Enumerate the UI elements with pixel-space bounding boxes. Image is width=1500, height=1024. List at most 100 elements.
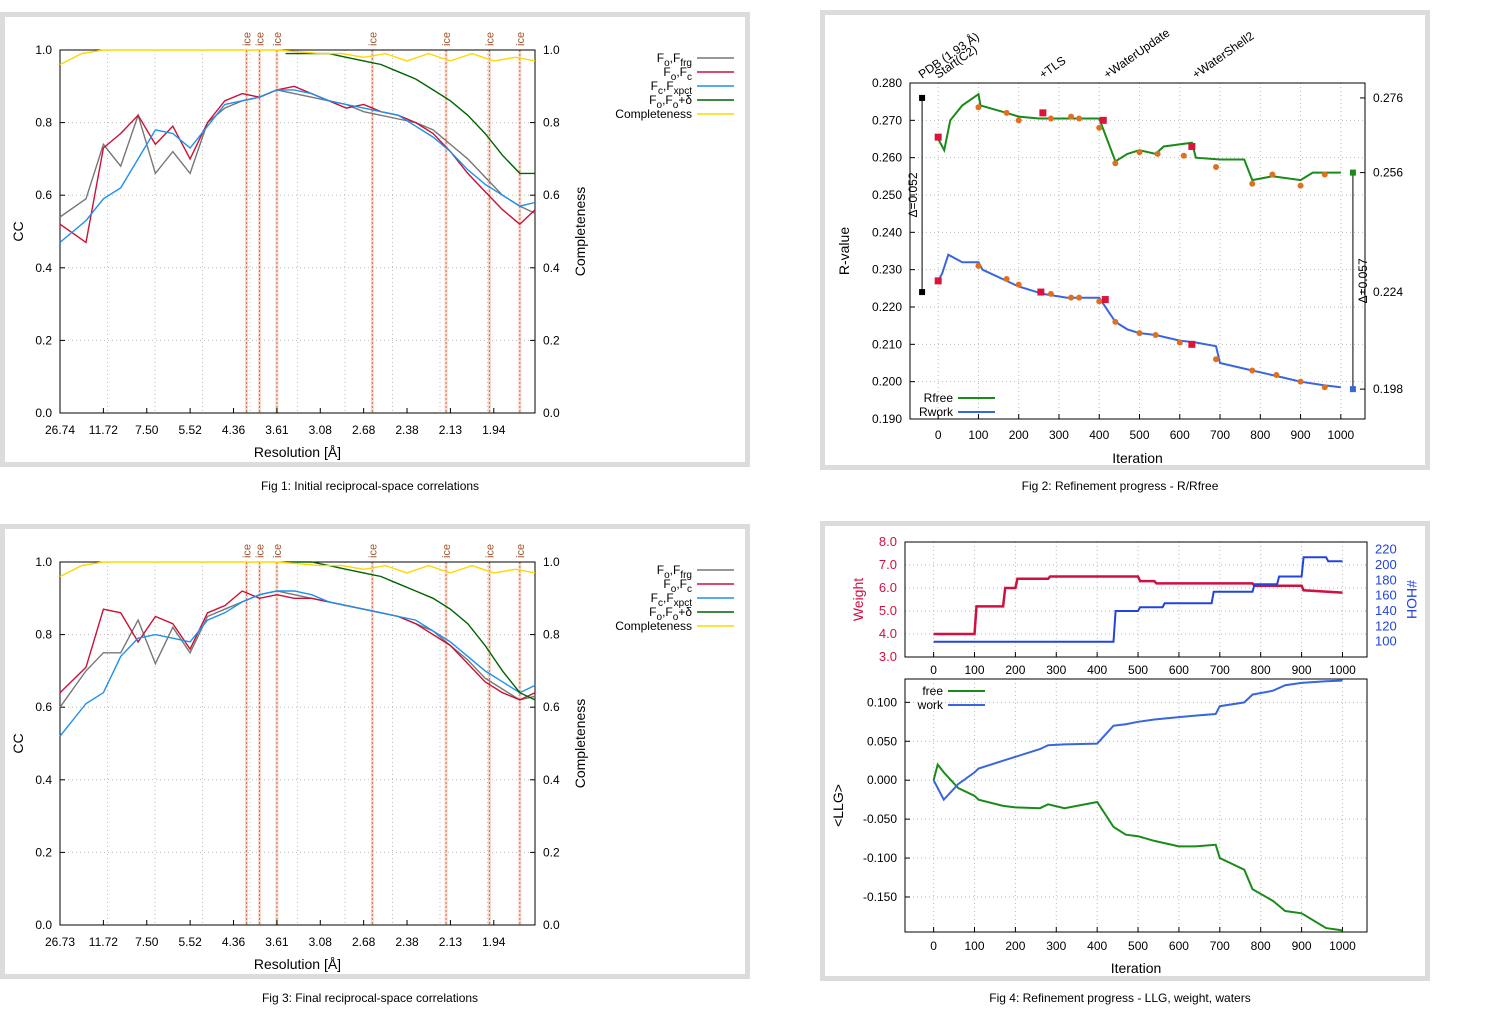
y-tick-label: 0.220 [872,300,902,314]
series-line [285,561,536,701]
x-tick-label: 1000 [1329,939,1356,953]
iteration-point [1068,113,1075,120]
iteration-point [1003,109,1010,116]
y2-tick-label: 1.0 [543,555,560,569]
legend-entry-label: Completeness [615,107,692,121]
x-tick-label: 400 [1087,939,1107,953]
series-line [937,92,1341,182]
y2-tick-label: 0.8 [543,628,560,642]
macro-cycle-marker [1188,142,1196,150]
legend-entry-label: Rfree [924,391,954,405]
legend-entry-label: Fo,Fo+δ [649,93,692,111]
x-tick-label: 800 [1250,428,1270,442]
x-axis-label: Iteration [1112,450,1163,465]
y-tick-label: -0.150 [863,890,897,904]
iteration-point [1015,117,1022,124]
iteration-point [1297,182,1304,189]
plot-frame [904,541,1368,658]
y2-tick-label: 1.0 [543,43,560,57]
y-tick-label: 0.200 [872,375,902,389]
y-tick-label: 0.0 [35,918,52,932]
pdb-rfree-marker [919,94,926,101]
iteration-point [1015,281,1022,288]
legend-entry-label: Fo,Fo+δ [649,605,692,623]
x-tick-label: 500 [1129,428,1149,442]
x-tick-label: 900 [1291,428,1311,442]
annotation-label: +TLS [1037,53,1069,81]
x-tick-label: 600 [1170,428,1190,442]
y-tick-label: 0.050 [867,734,897,748]
delta-label-right: Δ=0.057 [1356,258,1370,303]
x-tick-label: 2.68 [352,935,376,949]
hoh-tick-label: 220 [1375,542,1397,557]
iteration-point [1213,164,1220,170]
y-tick-label: 0.2 [35,845,52,859]
legend-entry-label: Fo,Fc [663,65,692,83]
x-tick-label: 7.50 [135,423,159,437]
x-tick-label: 4.36 [222,423,246,437]
y2-tick-label: 0.4 [543,261,560,275]
x-tick-label: 3.61 [265,935,289,949]
x-tick-label: 200 [1005,663,1025,677]
weight-axis-label: Weight [850,578,866,621]
weight-tick-label: 4.0 [879,626,897,641]
iteration-point [1112,318,1119,325]
pdb-rwork-marker [919,289,926,296]
plot-frame [904,678,1368,933]
macro-cycle-marker [1099,116,1107,124]
fig4-panel: 0 100 200 300 400 500 600 700 800 900 1000 3.0 4.0 5.… [820,521,1430,981]
ice-ring-label: ice [255,32,267,46]
iteration-point [1076,115,1083,122]
y2-tick-label: 0.6 [543,700,560,714]
ice-ring-label: ice [367,544,379,558]
weight-tick-label: 3.0 [879,649,897,664]
plot-frame [59,49,536,414]
legend-entry-label: Fo,Fc [663,577,692,595]
series-line [59,590,536,701]
x-tick-label: 2.38 [395,423,419,437]
series-line [59,49,536,66]
iteration-point [1269,171,1276,178]
hoh-tick-label: 160 [1375,588,1397,603]
hoh-tick-label: 120 [1375,618,1397,633]
ice-ring-label: ice [272,544,284,558]
x-tick-label: 2.13 [439,423,463,437]
macro-cycle-marker [934,133,942,141]
y2-axis-label: Completeness [572,187,588,277]
iteration-point [1321,171,1328,178]
y2-tick-label: 0.8 [543,116,560,130]
y-tick-label: 0.260 [872,151,902,165]
x-tick-label: 500 [1128,939,1148,953]
x-tick-label: 26.74 [45,423,75,437]
x-tick-label: 0 [935,428,942,442]
fig2-caption: Fig 2: Refinement progress - R/Rfree [1021,479,1219,493]
iteration-point [1112,160,1119,167]
fig2-chart: 0 100 200 300 400 500 600 700 800 900 1000 0.190 0.2… [836,25,1403,466]
y2-axis-label: Completeness [572,699,588,789]
ice-ring-label: ice [272,32,284,46]
iteration-point [1136,330,1143,337]
series-line [937,253,1341,389]
ice-ring-label: ice [367,32,379,46]
fig4-caption: Fig 4: Refinement progress - LLG, weight… [989,991,1251,1005]
weight-tick-label: 5.0 [879,603,897,618]
y-tick-label: 0.000 [867,773,897,787]
x-tick-label: 700 [1210,428,1230,442]
hoh-tick-label: 100 [1375,634,1397,649]
iteration-point [1154,150,1161,157]
x-tick-label: 100 [964,663,984,677]
x-tick-label: 0 [930,939,937,953]
x-tick-label: 5.52 [178,423,202,437]
llg-line [932,762,1343,932]
x-tick-label: 11.72 [89,423,118,437]
iteration-point [1152,332,1159,338]
y-tick-label: 0.4 [35,261,52,275]
x-tick-label: 4.36 [222,935,246,949]
series-line [59,85,536,244]
x-tick-label: 5.52 [178,935,202,949]
series-line [59,89,536,243]
y2-tick-label: 0.276 [1373,91,1403,105]
x-tick-label: 2.38 [395,935,419,949]
